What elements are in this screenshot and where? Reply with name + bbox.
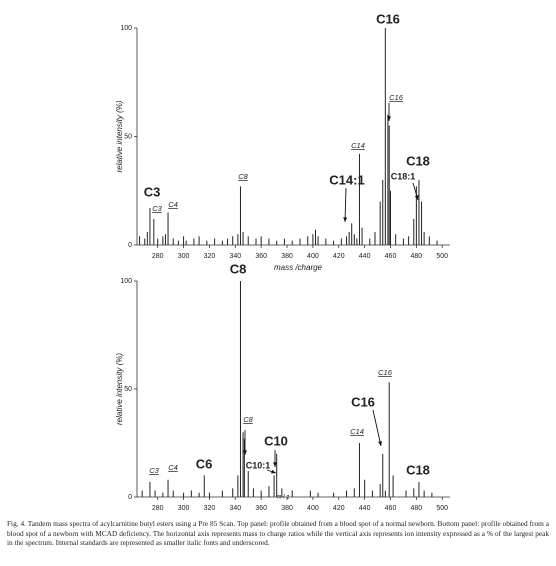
peak-annotation: C10 [264, 433, 288, 448]
x-tick-label: 340 [229, 505, 241, 512]
x-tick-label: 340 [229, 253, 241, 260]
x-tick-label: 500 [436, 505, 448, 512]
x-tick-label: 320 [204, 505, 216, 512]
x-axis-label: mass /charge [274, 263, 323, 272]
peak-annotation: C16 [351, 394, 375, 409]
peak-annotation: C6 [196, 456, 213, 471]
peak-annotation: C16 [389, 93, 404, 102]
arrow [344, 187, 347, 223]
caption: Fig. 4. Tandem mass spectra of acylcarni… [7, 519, 549, 548]
x-tick-label: 460 [385, 253, 397, 260]
x-tick-label: 480 [411, 505, 423, 512]
y-tick-label: 50 [124, 133, 132, 140]
arrow-head [271, 469, 276, 474]
x-tick-label: 380 [281, 253, 293, 260]
peak-annotation: C18 [406, 153, 430, 168]
arrow-head [343, 217, 348, 222]
peak-annotation: C4 [168, 200, 178, 209]
x-tick-label: 400 [307, 505, 319, 512]
arrow-head [387, 116, 391, 121]
x-tick-label: 320 [204, 253, 216, 260]
x-tick-label: 300 [178, 505, 190, 512]
peak-annotation: C18 [406, 462, 430, 477]
peak-annotation: C3 [149, 466, 159, 475]
peak-annotation: C3 [144, 184, 161, 199]
peak-annotation: C8 [243, 415, 253, 424]
x-tick-label: 360 [255, 253, 267, 260]
x-tick-label: 360 [255, 505, 267, 512]
peak-annotation: C8 [238, 172, 248, 181]
arrow-head [378, 441, 382, 446]
x-tick-label: 300 [178, 253, 190, 260]
peak-annotation: C14 [350, 427, 364, 436]
peak-annotation: C14 [351, 141, 365, 150]
x-tick-label: 400 [307, 253, 319, 260]
y-axis-label: relative intensity (%) [115, 100, 124, 172]
peak-annotation: C10:1 [246, 460, 271, 470]
peak-annotation: C4 [168, 463, 178, 472]
arrow-head [273, 462, 277, 467]
x-tick-label: 420 [333, 505, 345, 512]
peak-annotation: C3 [152, 204, 162, 213]
y-tick-label: 100 [120, 278, 132, 285]
peak-annotation: C16 [376, 11, 400, 26]
x-tick-label: 420 [333, 253, 345, 260]
chart: 0 50 100 280 300 320 340 360 380 400 420 440 460 480 5… [115, 11, 450, 516]
y-tick-label: 0 [128, 242, 132, 249]
x-tick-label: 280 [152, 253, 164, 260]
x-tick-label: 440 [359, 253, 371, 260]
x-tick-label: 280 [152, 505, 164, 512]
arrow-head [414, 195, 419, 200]
peak-annotation: C18:1 [391, 171, 416, 181]
peak-annotation: C8 [230, 261, 247, 276]
y-tick-label: 50 [124, 386, 132, 393]
arrow [372, 409, 382, 447]
y-axis-label: relative intensity (%) [115, 353, 124, 425]
x-axis-label: mass /charge [274, 515, 323, 516]
peak-annotation: m / z [277, 495, 290, 501]
x-tick-label: 380 [281, 505, 293, 512]
x-tick-label: 440 [359, 505, 371, 512]
peak-annotation: C14:1 [329, 172, 364, 187]
peak-annotation: C16 [378, 368, 393, 377]
x-tick-label: 500 [436, 253, 448, 260]
x-tick-label: 460 [385, 505, 397, 512]
y-tick-label: 0 [128, 494, 132, 501]
x-tick-label: 480 [411, 253, 423, 260]
arrow-head [243, 450, 247, 455]
y-tick-label: 100 [120, 25, 132, 32]
